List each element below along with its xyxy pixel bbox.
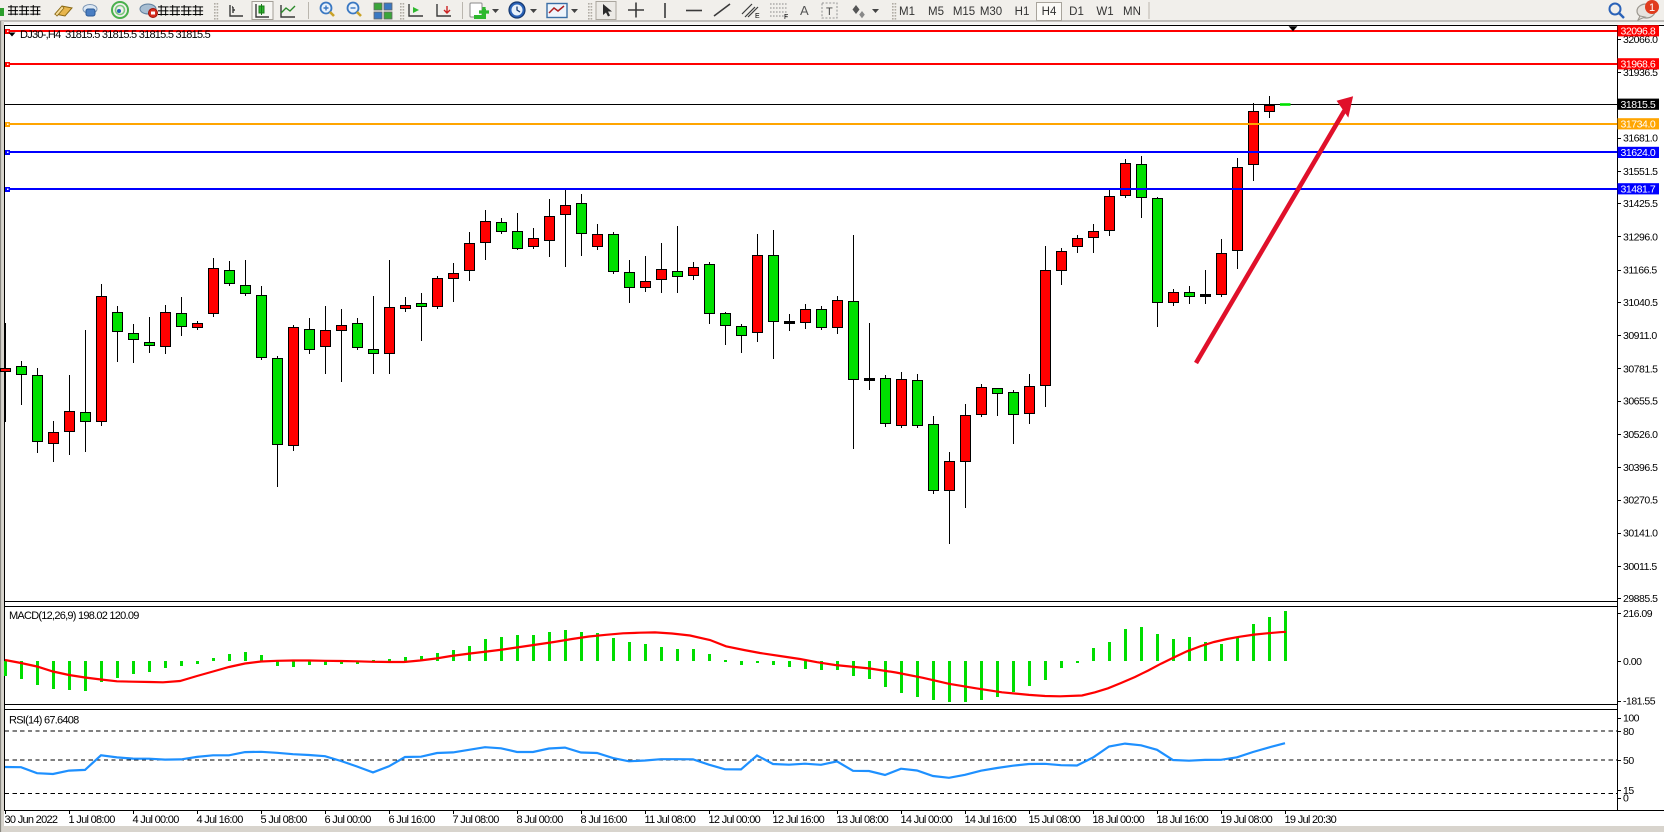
svg-text:19 Jul 08:00: 19 Jul 08:00 xyxy=(1221,814,1273,826)
svg-text:T: T xyxy=(826,6,833,18)
svg-text:8 Jul 00:00: 8 Jul 00:00 xyxy=(517,814,564,826)
svg-text:31734.0: 31734.0 xyxy=(1621,119,1656,131)
svg-text:15 Jul 08:00: 15 Jul 08:00 xyxy=(1029,814,1081,826)
svg-text:30526.0: 30526.0 xyxy=(1623,429,1658,441)
svg-text:11 Jul 08:00: 11 Jul 08:00 xyxy=(645,814,696,826)
svg-text:31296.0: 31296.0 xyxy=(1623,231,1658,243)
svg-text:18 Jul 16:00: 18 Jul 16:00 xyxy=(1157,814,1209,826)
svg-text:12 Jul 00:00: 12 Jul 00:00 xyxy=(709,814,761,826)
svg-text:7 Jul 08:00: 7 Jul 08:00 xyxy=(453,814,500,826)
svg-text:6 Jul 00:00: 6 Jul 00:00 xyxy=(325,814,372,826)
svg-text:30011.5: 30011.5 xyxy=(1623,561,1657,573)
svg-text:5 Jul 08:00: 5 Jul 08:00 xyxy=(261,814,308,826)
svg-text:31936.5: 31936.5 xyxy=(1623,67,1658,79)
svg-text:216.09: 216.09 xyxy=(1623,608,1653,620)
svg-text:30270.5: 30270.5 xyxy=(1623,494,1658,506)
svg-text:31968.6: 31968.6 xyxy=(1621,59,1656,71)
svg-text:M15: M15 xyxy=(953,6,975,18)
svg-text:-181.55: -181.55 xyxy=(1623,695,1656,707)
svg-text:29885.5: 29885.5 xyxy=(1623,593,1658,605)
svg-text:MACD(12,26,9) 198.02 120.09: MACD(12,26,9) 198.02 120.09 xyxy=(9,610,139,622)
svg-text:100: 100 xyxy=(1623,713,1640,725)
svg-text:18 Jul 00:00: 18 Jul 00:00 xyxy=(1093,814,1145,826)
svg-text:31166.5: 31166.5 xyxy=(1623,265,1657,277)
svg-text:31040.5: 31040.5 xyxy=(1623,297,1658,309)
svg-text:30781.5: 30781.5 xyxy=(1623,363,1658,375)
svg-text:6 Jul 16:00: 6 Jul 16:00 xyxy=(389,814,436,826)
svg-text:80: 80 xyxy=(1623,726,1634,738)
svg-text:32066.0: 32066.0 xyxy=(1623,34,1658,46)
svg-text:31681.0: 31681.0 xyxy=(1623,133,1658,145)
svg-text:M1: M1 xyxy=(899,6,915,18)
svg-text:DJ30-,H4 31815.5 31815.5 3181: DJ30-,H4 31815.5 31815.5 31815.5 31815.5 xyxy=(20,29,211,41)
svg-text:14 Jul 00:00: 14 Jul 00:00 xyxy=(901,814,953,826)
svg-text:4 Jul 00:00: 4 Jul 00:00 xyxy=(133,814,180,826)
svg-text:A: A xyxy=(800,3,809,18)
svg-text:31551.5: 31551.5 xyxy=(1623,166,1658,178)
svg-text:H4: H4 xyxy=(1042,6,1057,18)
svg-text:31815.5: 31815.5 xyxy=(1621,99,1656,111)
svg-text:30396.5: 30396.5 xyxy=(1623,462,1658,474)
svg-text:M5: M5 xyxy=(928,6,944,18)
svg-text:4 Jul 16:00: 4 Jul 16:00 xyxy=(197,814,244,826)
svg-text:32096.8: 32096.8 xyxy=(1621,26,1656,38)
svg-text:0: 0 xyxy=(1623,792,1629,804)
svg-text:M30: M30 xyxy=(980,6,1002,18)
svg-text:31425.5: 31425.5 xyxy=(1623,198,1658,210)
svg-text:0.00: 0.00 xyxy=(1623,656,1642,668)
svg-text:14 Jul 16:00: 14 Jul 16:00 xyxy=(965,814,1017,826)
svg-text:15: 15 xyxy=(1623,785,1634,797)
svg-text:W1: W1 xyxy=(1096,6,1113,18)
svg-text:H1: H1 xyxy=(1015,6,1030,18)
svg-text:30 Jun 2022: 30 Jun 2022 xyxy=(5,814,58,826)
svg-text:8 Jul 16:00: 8 Jul 16:00 xyxy=(581,814,628,826)
svg-text:E: E xyxy=(755,13,760,20)
svg-text:RSI(14) 67.6408: RSI(14) 67.6408 xyxy=(9,715,79,727)
svg-text:MN: MN xyxy=(1123,6,1141,18)
svg-text:50: 50 xyxy=(1623,755,1634,767)
svg-text:30655.5: 30655.5 xyxy=(1623,396,1658,408)
svg-text:D1: D1 xyxy=(1069,6,1084,18)
svg-text:30141.0: 30141.0 xyxy=(1623,528,1658,540)
svg-text:12 Jul 16:00: 12 Jul 16:00 xyxy=(773,814,825,826)
svg-text:13 Jul 08:00: 13 Jul 08:00 xyxy=(837,814,889,826)
svg-text:30911.0: 30911.0 xyxy=(1623,330,1657,342)
svg-text:31481.7: 31481.7 xyxy=(1621,184,1656,196)
svg-text:19 Jul 20:30: 19 Jul 20:30 xyxy=(1285,814,1337,826)
svg-text:1: 1 xyxy=(1649,2,1655,14)
svg-text:31624.0: 31624.0 xyxy=(1621,147,1656,159)
svg-text:F: F xyxy=(784,14,788,21)
svg-text:1 Jul 08:00: 1 Jul 08:00 xyxy=(69,814,116,826)
